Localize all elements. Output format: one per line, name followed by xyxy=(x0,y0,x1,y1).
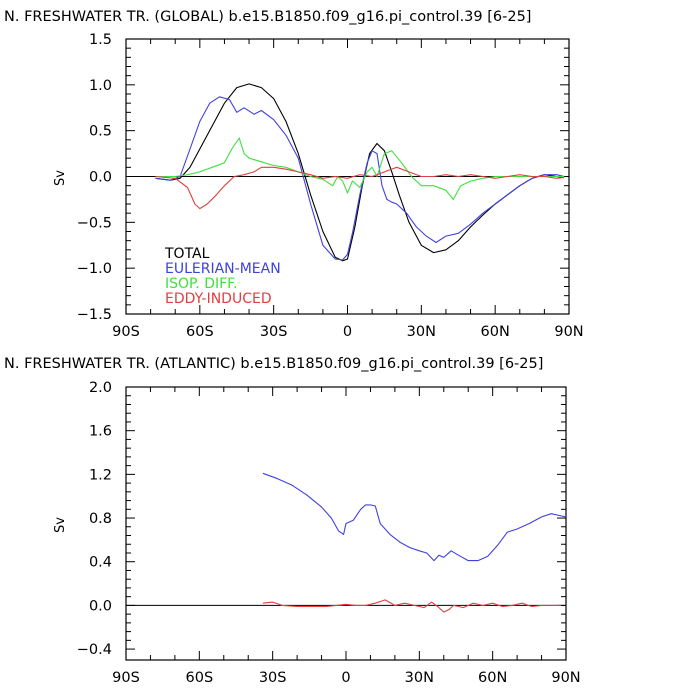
atlantic-freshwater-panel: N. FRESHWATER TR. (ATLANTIC) b.e15.B1850… xyxy=(4,356,581,686)
x-tick-label: 30S xyxy=(259,670,287,686)
chart-title: N. FRESHWATER TR. (GLOBAL) b.e15.B1850.f… xyxy=(4,9,531,25)
x-tick-label: 30N xyxy=(405,670,434,686)
x-tick-label: 90S xyxy=(112,324,140,340)
y-tick-label: −0.5 xyxy=(77,215,112,231)
y-tick-labels: −1.5 −1.0 −0.5 0.0 0.5 1.0 1.5 xyxy=(77,32,112,323)
x-tick-label: 90N xyxy=(554,324,583,340)
y-tick-labels: −0.4 0.0 0.4 0.8 1.2 1.6 2.0 xyxy=(77,380,112,658)
series-line-isop-diff xyxy=(155,137,565,200)
chart-title: N. FRESHWATER TR. (ATLANTIC) b.e15.B1850… xyxy=(4,356,543,372)
y-tick-label: 0.5 xyxy=(89,124,112,140)
legend-isop-diff: ISOP. DIFF. xyxy=(165,276,237,292)
x-tick-label: 90N xyxy=(551,670,580,686)
series-line-eddy-induced xyxy=(155,166,565,210)
x-tick-label: 90S xyxy=(112,670,140,686)
x-tick-label: 60N xyxy=(478,670,507,686)
y-axis-label: Sv xyxy=(53,170,68,186)
legend-total: TOTAL xyxy=(164,246,210,262)
y-tick-label: 0.0 xyxy=(89,170,112,186)
y-axis-label: Sv xyxy=(53,517,68,533)
x-tick-label: 30N xyxy=(407,324,436,340)
y-tick-label: −1.5 xyxy=(77,307,112,323)
x-tick-label: 0 xyxy=(341,670,350,686)
y-tick-label: 1.5 xyxy=(89,32,112,48)
x-tick-labels: 90S 60S 30S 0 30N 60N 90N xyxy=(112,324,583,340)
axis-ticks xyxy=(125,38,570,315)
series-group xyxy=(262,472,567,613)
y-tick-label: −0.4 xyxy=(77,642,112,658)
series-line-total xyxy=(155,83,565,262)
y-tick-label: 1.6 xyxy=(89,424,112,440)
y-tick-label: 2.0 xyxy=(89,380,112,396)
x-tick-label: 60S xyxy=(186,670,214,686)
y-tick-label: 0.0 xyxy=(89,598,112,614)
x-tick-labels: 90S 60S 30S 0 30N 60N 90N xyxy=(112,670,580,686)
y-tick-label: 1.0 xyxy=(89,78,112,94)
legend-eddy-induced: EDDY-INDUCED xyxy=(165,291,272,307)
y-tick-label: 1.2 xyxy=(89,467,112,483)
series-line-eulerian-mean xyxy=(155,96,565,261)
legend-eulerian-mean: EULERIAN-MEAN xyxy=(165,261,281,277)
x-tick-label: 0 xyxy=(343,324,352,340)
series-line-series-0 xyxy=(262,472,567,562)
x-tick-label: 60S xyxy=(186,324,214,340)
x-tick-label: 60N xyxy=(481,324,510,340)
y-tick-label: −1.0 xyxy=(77,261,112,277)
y-tick-label: 0.8 xyxy=(89,511,112,527)
global-freshwater-panel: N. FRESHWATER TR. (GLOBAL) b.e15.B1850.f… xyxy=(4,9,584,340)
series-group xyxy=(155,83,565,262)
series-line-series-1 xyxy=(262,599,562,613)
x-tick-label: 30S xyxy=(260,324,288,340)
y-tick-label: 0.4 xyxy=(89,555,112,571)
axis-ticks xyxy=(125,386,567,660)
legend: TOTAL EULERIAN-MEAN ISOP. DIFF. EDDY-IND… xyxy=(164,246,281,307)
